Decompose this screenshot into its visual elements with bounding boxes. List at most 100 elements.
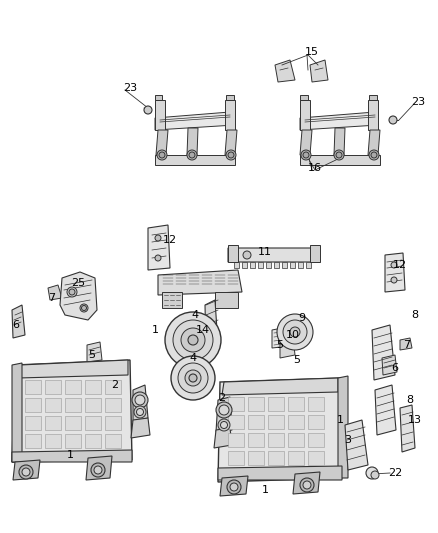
Polygon shape xyxy=(228,433,244,447)
Text: 1: 1 xyxy=(152,325,159,335)
Polygon shape xyxy=(300,112,378,130)
Polygon shape xyxy=(372,325,395,380)
Polygon shape xyxy=(310,245,320,262)
Polygon shape xyxy=(288,415,304,429)
Text: 4: 4 xyxy=(190,353,197,363)
Polygon shape xyxy=(266,262,271,268)
Polygon shape xyxy=(148,225,170,270)
Polygon shape xyxy=(131,418,150,438)
Text: 23: 23 xyxy=(123,83,137,93)
Polygon shape xyxy=(155,100,165,130)
Polygon shape xyxy=(300,95,308,100)
Polygon shape xyxy=(375,385,396,435)
Polygon shape xyxy=(228,415,244,429)
Polygon shape xyxy=(368,100,378,130)
Text: 11: 11 xyxy=(258,247,272,257)
Circle shape xyxy=(134,406,146,418)
Text: 13: 13 xyxy=(408,415,422,425)
Polygon shape xyxy=(308,433,324,447)
Polygon shape xyxy=(258,262,263,268)
Polygon shape xyxy=(248,433,264,447)
Polygon shape xyxy=(385,253,405,292)
Polygon shape xyxy=(225,130,237,155)
Polygon shape xyxy=(288,397,304,411)
Polygon shape xyxy=(338,376,348,478)
Polygon shape xyxy=(306,262,311,268)
Polygon shape xyxy=(282,262,287,268)
Polygon shape xyxy=(205,300,218,348)
Polygon shape xyxy=(162,292,182,308)
Polygon shape xyxy=(222,378,338,395)
Polygon shape xyxy=(156,130,168,155)
Text: 1: 1 xyxy=(261,485,268,495)
Polygon shape xyxy=(300,155,380,165)
Circle shape xyxy=(173,320,213,360)
Polygon shape xyxy=(65,398,81,412)
Polygon shape xyxy=(228,245,238,262)
Circle shape xyxy=(283,320,307,344)
Polygon shape xyxy=(87,342,102,362)
Circle shape xyxy=(137,408,144,416)
Circle shape xyxy=(181,328,205,352)
Polygon shape xyxy=(293,472,320,494)
Text: 1: 1 xyxy=(336,415,343,425)
Circle shape xyxy=(189,374,197,382)
Polygon shape xyxy=(215,292,238,308)
Circle shape xyxy=(132,392,148,408)
Polygon shape xyxy=(45,380,61,394)
Text: 7: 7 xyxy=(49,293,56,303)
Circle shape xyxy=(178,363,208,393)
Text: 5: 5 xyxy=(88,350,95,360)
Text: 9: 9 xyxy=(298,313,306,323)
Circle shape xyxy=(219,405,229,415)
Text: 14: 14 xyxy=(196,325,210,335)
Polygon shape xyxy=(25,380,41,394)
Circle shape xyxy=(369,150,379,160)
Polygon shape xyxy=(65,380,81,394)
Polygon shape xyxy=(228,248,320,262)
Polygon shape xyxy=(105,380,121,394)
Circle shape xyxy=(165,312,221,368)
Polygon shape xyxy=(250,262,255,268)
Text: 6: 6 xyxy=(392,363,399,373)
Polygon shape xyxy=(368,130,380,155)
Polygon shape xyxy=(220,476,248,496)
Circle shape xyxy=(391,277,397,283)
Polygon shape xyxy=(155,155,235,165)
Polygon shape xyxy=(187,128,198,155)
Polygon shape xyxy=(308,451,324,465)
Circle shape xyxy=(22,468,30,476)
Circle shape xyxy=(220,422,227,429)
Polygon shape xyxy=(272,325,300,348)
Polygon shape xyxy=(12,305,25,338)
Polygon shape xyxy=(218,466,342,480)
Polygon shape xyxy=(300,130,312,155)
Text: 5: 5 xyxy=(293,355,300,365)
Text: 1: 1 xyxy=(67,450,74,460)
Text: 3: 3 xyxy=(345,435,352,445)
Text: 6: 6 xyxy=(13,320,20,330)
Polygon shape xyxy=(158,270,242,295)
Polygon shape xyxy=(400,405,415,452)
Polygon shape xyxy=(155,95,162,100)
Text: 8: 8 xyxy=(411,310,419,320)
Circle shape xyxy=(155,235,161,241)
Circle shape xyxy=(301,150,311,160)
Circle shape xyxy=(366,467,378,479)
Circle shape xyxy=(185,370,201,386)
Polygon shape xyxy=(105,416,121,430)
Circle shape xyxy=(187,150,197,160)
Text: 8: 8 xyxy=(406,395,413,405)
Circle shape xyxy=(69,289,75,295)
Circle shape xyxy=(144,106,152,114)
Polygon shape xyxy=(12,360,132,462)
Polygon shape xyxy=(288,433,304,447)
Polygon shape xyxy=(248,451,264,465)
Polygon shape xyxy=(45,416,61,430)
Polygon shape xyxy=(65,434,81,448)
Polygon shape xyxy=(216,397,232,432)
Text: 4: 4 xyxy=(191,310,198,320)
Circle shape xyxy=(80,304,88,312)
Polygon shape xyxy=(225,100,235,130)
Polygon shape xyxy=(248,397,264,411)
